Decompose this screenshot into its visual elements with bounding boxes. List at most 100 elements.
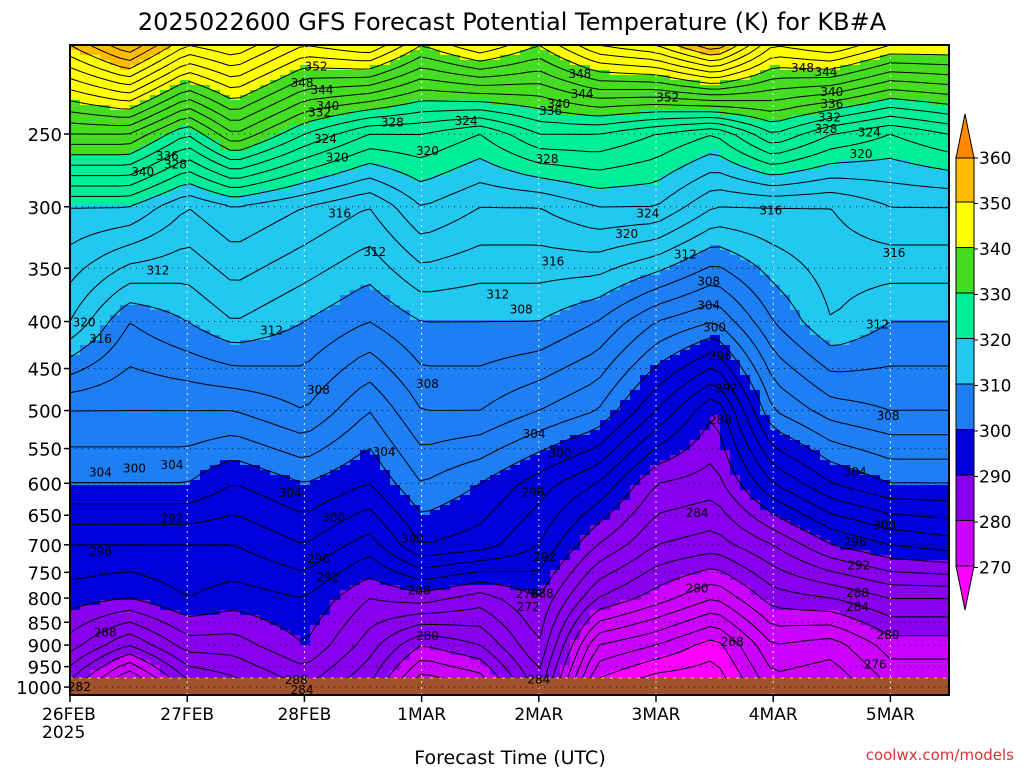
field-cell <box>370 175 381 181</box>
field-cell <box>800 70 811 76</box>
field-cell <box>890 280 901 286</box>
field-cell <box>820 65 831 71</box>
field-cell <box>280 60 291 66</box>
field-cell <box>880 65 891 71</box>
field-cell <box>110 240 121 246</box>
field-cell <box>260 275 271 281</box>
field-cell <box>640 220 651 226</box>
field-cell <box>320 265 331 271</box>
field-cell <box>840 75 851 81</box>
field-cell <box>640 80 651 86</box>
field-cell <box>280 235 291 241</box>
field-cell <box>290 140 301 146</box>
field-cell <box>850 100 861 106</box>
field-cell <box>590 250 601 256</box>
field-cell <box>830 215 841 221</box>
field-cell <box>570 75 581 81</box>
field-cell <box>510 245 521 251</box>
field-cell <box>90 50 101 56</box>
field-cell <box>360 150 371 156</box>
field-cell <box>330 105 341 111</box>
field-cell <box>120 280 131 286</box>
field-cell <box>70 150 81 156</box>
field-cell <box>480 255 491 261</box>
field-cell <box>660 225 671 231</box>
field-cell <box>210 285 221 291</box>
field-cell <box>930 145 941 151</box>
field-cell <box>460 120 471 126</box>
field-cell <box>510 90 521 96</box>
field-cell <box>860 270 871 276</box>
field-cell <box>610 110 621 116</box>
field-cell <box>850 275 861 281</box>
field-cell <box>460 315 471 321</box>
field-cell <box>780 220 791 226</box>
field-cell <box>260 160 271 166</box>
field-cell <box>290 180 301 186</box>
field-cell <box>490 50 501 56</box>
field-cell <box>440 90 451 96</box>
field-cell <box>700 120 711 126</box>
field-cell <box>710 110 721 116</box>
field-cell <box>200 95 211 101</box>
field-cell <box>480 220 491 226</box>
field-cell <box>730 185 741 191</box>
field-cell <box>520 160 531 166</box>
field-cell <box>450 110 461 116</box>
field-cell <box>930 285 941 291</box>
field-cell <box>940 130 950 136</box>
field-cell <box>190 85 201 91</box>
field-cell <box>570 80 581 86</box>
field-cell <box>500 265 511 271</box>
field-cell <box>600 175 611 181</box>
field-cell <box>640 190 651 196</box>
field-cell <box>480 80 491 86</box>
field-cell <box>380 245 391 251</box>
field-cell <box>280 150 291 156</box>
field-cell <box>640 65 651 71</box>
field-cell <box>530 85 541 91</box>
field-cell <box>800 100 811 106</box>
field-cell <box>270 205 281 211</box>
field-cell <box>270 200 281 206</box>
field-cell <box>250 315 261 321</box>
field-cell <box>870 185 881 191</box>
field-cell <box>710 50 721 56</box>
field-cell <box>560 125 571 131</box>
field-cell <box>900 190 911 196</box>
field-cell <box>240 300 251 306</box>
field-cell <box>180 250 191 256</box>
field-cell <box>870 120 881 126</box>
field-cell <box>170 135 181 141</box>
field-cell <box>320 160 331 166</box>
field-cell <box>300 255 311 261</box>
field-cell <box>800 205 811 211</box>
field-cell <box>810 80 821 86</box>
field-cell <box>220 100 231 106</box>
field-cell <box>690 265 701 271</box>
field-cell <box>580 180 591 186</box>
field-cell <box>940 175 950 181</box>
field-cell <box>830 185 841 191</box>
field-cell <box>420 245 431 251</box>
field-cell <box>680 325 691 331</box>
field-cell <box>370 225 381 231</box>
field-cell <box>720 210 731 216</box>
field-cell <box>830 220 841 226</box>
field-cell <box>220 45 231 51</box>
field-cell <box>900 240 911 246</box>
field-cell <box>920 180 931 186</box>
field-cell <box>760 130 771 136</box>
field-cell <box>730 315 741 321</box>
field-cell <box>900 105 911 111</box>
field-cell <box>280 80 291 86</box>
field-cell <box>720 230 731 236</box>
field-cell <box>400 65 411 71</box>
field-cell <box>80 100 91 106</box>
field-cell <box>610 255 621 261</box>
field-cell <box>870 175 881 181</box>
field-cell <box>290 295 301 301</box>
field-cell <box>210 205 221 211</box>
field-cell <box>930 270 941 276</box>
field-cell <box>250 325 261 331</box>
